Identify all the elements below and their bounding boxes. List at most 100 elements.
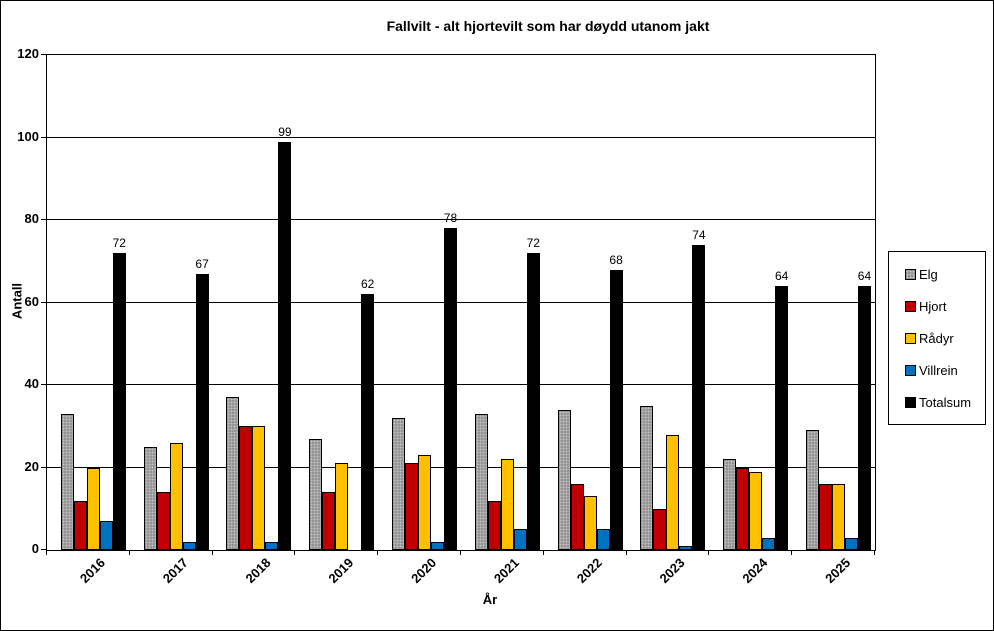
bar-group-2022: 68 (544, 55, 627, 550)
gridline-40 (47, 384, 875, 385)
data-label-2022: 68 (609, 252, 623, 267)
bar-totalsum-2025: 64 (858, 269, 871, 550)
x-tick-label-2021: 2021 (490, 555, 523, 587)
bar-hjort-2021 (487, 500, 501, 550)
y-tick (41, 384, 46, 385)
legend-swatch-totalsum-icon (905, 396, 916, 408)
bar-villrein-2020 (430, 541, 444, 550)
bar-group-2016: 72 (47, 55, 130, 550)
bar-elg-2022 (557, 409, 571, 550)
legend-item-hjort: Hjort (905, 299, 985, 314)
gridline-20 (47, 466, 875, 468)
data-label-2021: 72 (526, 236, 540, 250)
bar-hjort-2019 (322, 492, 336, 550)
bar-rådyr-2021 (500, 459, 514, 550)
legend-swatch-rådyr-icon (905, 332, 916, 344)
x-tick (46, 550, 47, 555)
y-tick-label: 0 (31, 541, 39, 556)
bar-hjort-2022 (570, 484, 584, 550)
y-tick (41, 549, 46, 550)
bar-group-2019: 62 (295, 55, 378, 550)
data-label-2020: 78 (443, 211, 458, 226)
bar-elg-2020 (391, 418, 405, 550)
bar-villrein-2025 (844, 537, 858, 550)
bar-hjort-2018 (239, 426, 253, 550)
bar-villrein-2023 (679, 545, 693, 550)
bar-villrein-2024 (762, 537, 776, 550)
bar-rådyr-2024 (749, 471, 763, 550)
bar-villrein-2016 (99, 521, 113, 550)
legend-label-hjort: Hjort (919, 298, 947, 314)
legend-item-villrein: Villrein (905, 363, 985, 378)
bar-totalsum-2024: 64 (775, 269, 788, 550)
x-tick-label-2016: 2016 (76, 555, 109, 587)
data-label-2019: 62 (361, 277, 375, 292)
legend-swatch-hjort-icon (905, 300, 916, 312)
plot-area: 72 67 99 62 78 72 68 74 64 64 (46, 54, 876, 551)
bar-totalsum-2020: 78 (444, 211, 457, 550)
x-tick-label-2017: 2017 (159, 555, 191, 587)
chart-title: Fallvilt - alt hjortevilt som har døydd … (386, 18, 710, 34)
x-tick-label-2022: 2022 (573, 555, 605, 587)
bar-elg-2024 (723, 459, 737, 550)
bar-hjort-2023 (653, 508, 667, 550)
bar-elg-2017 (143, 446, 157, 550)
x-tick (377, 550, 379, 555)
x-tick (791, 550, 793, 555)
x-tick (128, 550, 130, 555)
bar-rådyr-2019 (335, 463, 349, 550)
bar-totalsum-2021: 72 (527, 236, 540, 550)
bar-group-2023: 74 (627, 55, 710, 550)
legend-label-villrein: Villrein (919, 362, 958, 378)
x-tick (625, 550, 627, 555)
bar-elg-2021 (474, 413, 488, 550)
bar-totalsum-2017: 67 (195, 257, 209, 550)
y-tick (41, 136, 46, 138)
x-tick (460, 550, 461, 555)
bar-villrein-2018 (265, 541, 279, 550)
bar-hjort-2025 (818, 484, 832, 550)
y-tick-label: 40 (24, 376, 39, 391)
data-label-2024: 64 (775, 269, 789, 283)
legend-item-rådyr: Rådyr (905, 331, 985, 346)
data-label-2017: 67 (195, 256, 209, 271)
bar-hjort-2020 (404, 463, 418, 550)
bar-villrein-2017 (182, 541, 196, 550)
bar-elg-2018 (226, 397, 240, 550)
gridline-100 (47, 136, 875, 138)
bar-elg-2019 (309, 438, 323, 550)
legend-item-elg: Elg (905, 267, 985, 282)
bar-totalsum-2023: 74 (692, 228, 706, 550)
bar-rådyr-2016 (86, 467, 100, 550)
gridline-80 (47, 219, 875, 220)
x-tick (708, 550, 710, 555)
legend: Elg Hjort Rådyr Villrein Totalsum (888, 251, 986, 425)
bar-elg-2016 (60, 413, 74, 550)
data-label-2016: 72 (112, 236, 126, 250)
bar-hjort-2017 (156, 492, 170, 550)
bar-hjort-2016 (73, 500, 87, 550)
legend-label-rådyr: Rådyr (919, 330, 954, 346)
legend-swatch-villrein-icon (905, 364, 916, 376)
bar-group-2020: 78 (378, 55, 461, 550)
x-tick (294, 550, 296, 555)
x-tick-label-2020: 2020 (408, 555, 440, 587)
bar-group-2018: 99 (213, 55, 296, 550)
bar-elg-2023 (640, 405, 654, 550)
bar-elg-2025 (805, 430, 819, 550)
x-tick-label-2023: 2023 (656, 555, 688, 587)
y-tick (41, 301, 46, 303)
x-tick-label-2018: 2018 (242, 555, 274, 587)
x-tick-label-2024: 2024 (739, 555, 771, 587)
data-label-2023: 74 (692, 227, 706, 242)
bar-totalsum-2016: 72 (113, 236, 126, 550)
bar-rådyr-2020 (417, 455, 431, 550)
bar-totalsum-2022: 68 (609, 253, 623, 550)
bar-group-2025: 64 (792, 55, 875, 550)
legend-label-totalsum: Totalsum (919, 394, 972, 410)
bar-totalsum-2019: 62 (361, 277, 374, 550)
data-label-2025: 64 (857, 269, 872, 283)
bar-hjort-2024 (736, 467, 750, 550)
y-tick-label: 60 (24, 293, 39, 309)
